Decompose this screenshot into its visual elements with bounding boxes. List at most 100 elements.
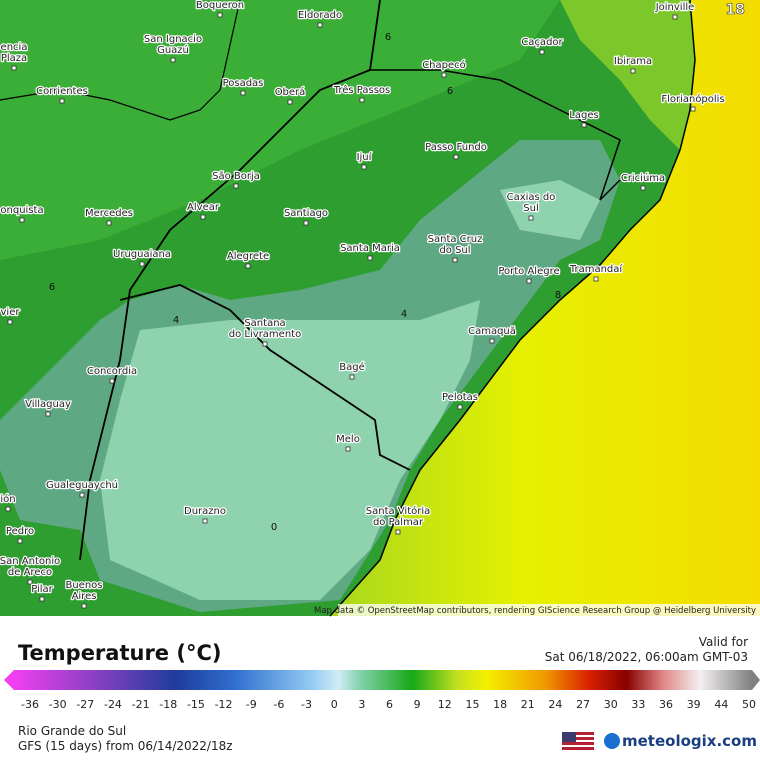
- city-label: Durazno: [184, 506, 226, 517]
- city-label: Três Passos: [333, 84, 391, 96]
- city-dot: [359, 97, 365, 103]
- city-label: Florianópolis: [661, 93, 724, 105]
- city-label: São Borja: [212, 171, 260, 182]
- city-dot: [17, 538, 23, 544]
- city-dot: [317, 22, 323, 28]
- city-dot: [5, 506, 11, 512]
- city-dot: [457, 404, 463, 410]
- city-label: Corrientes: [36, 86, 88, 97]
- city-label: Melo: [336, 434, 360, 445]
- city-dot: [81, 603, 87, 609]
- bar-arrow-left: [4, 670, 14, 690]
- city-label: onquista: [0, 205, 43, 216]
- city-dot: [106, 220, 112, 226]
- city-label: Oberá: [275, 86, 306, 98]
- legend-tick: -24: [104, 698, 122, 711]
- city-dot: [39, 596, 45, 602]
- city-dot: [79, 492, 85, 498]
- city-dot: [202, 518, 208, 524]
- legend-tick: 24: [548, 698, 562, 711]
- city-dot: [240, 90, 246, 96]
- city-dot: [640, 185, 646, 191]
- legend-tick: -18: [159, 698, 177, 711]
- city-label: Alvear: [187, 202, 220, 213]
- city-label: Caçador: [521, 37, 563, 48]
- city-dot: [453, 154, 459, 160]
- city-label: Concordia: [87, 366, 137, 377]
- legend-tick: 27: [576, 698, 590, 711]
- legend-tick: 15: [465, 698, 479, 711]
- city-dot: [109, 378, 115, 384]
- city-label: de Areco: [8, 567, 52, 578]
- contour-label: 6: [447, 86, 453, 97]
- legend-tick: 33: [631, 698, 645, 711]
- city-label: Tramandaí: [569, 263, 624, 275]
- city-dot: [217, 12, 223, 18]
- legend-title: Temperature (°C): [18, 641, 221, 665]
- city-dot: [526, 278, 532, 284]
- city-label: Uruguaiana: [113, 249, 171, 260]
- legend-tick: 18: [493, 698, 507, 711]
- city-label: Chapecó: [422, 59, 466, 71]
- color-bar: [14, 670, 752, 690]
- contour-label: 6: [385, 32, 391, 43]
- city-label: Camaquã: [468, 326, 516, 337]
- contour-label: 4: [401, 309, 407, 320]
- city-dot: [11, 65, 17, 71]
- city-dot: [45, 411, 51, 417]
- city-dot: [452, 257, 458, 263]
- logo-icon: [604, 733, 620, 749]
- legend-tick: 6: [386, 698, 393, 711]
- city-label: Porto Alegre: [498, 266, 559, 277]
- city-label: Santa Cruz: [428, 234, 483, 245]
- model-run: GFS (15 days) from 06/14/2022/18z: [18, 739, 233, 753]
- city-label: Santiago: [284, 208, 328, 219]
- city-label: Santana: [244, 318, 285, 329]
- city-dot: [287, 99, 293, 105]
- city-dot: [262, 341, 268, 347]
- city-label: vier: [1, 307, 21, 318]
- contour-label: 4: [173, 315, 179, 326]
- city-label: ión: [0, 493, 15, 505]
- city-label: Aires: [72, 591, 97, 602]
- city-dot: [200, 214, 206, 220]
- city-label: encia: [1, 42, 28, 53]
- city-label: Eldorado: [298, 10, 342, 21]
- city-dot: [233, 183, 239, 189]
- city-dot: [528, 215, 534, 221]
- frame-label: 18: [726, 2, 745, 18]
- city-dot: [303, 220, 309, 226]
- city-label: Ijuí: [357, 151, 373, 163]
- contour-label: 8: [555, 290, 561, 301]
- legend-tick: -30: [49, 698, 67, 711]
- legend-tick: 21: [521, 698, 535, 711]
- city-dot: [539, 49, 545, 55]
- city-label: Pelotas: [442, 392, 478, 403]
- legend-tick: 36: [659, 698, 673, 711]
- city-dot: [630, 68, 636, 74]
- city-label: Pilar: [31, 584, 53, 595]
- region: Rio Grande do Sul: [18, 724, 126, 738]
- city-dot: [170, 57, 176, 63]
- city-label: Santa Vitória: [366, 505, 431, 517]
- contour-label: 6: [49, 282, 55, 293]
- city-dot: [690, 106, 696, 112]
- city-dot: [581, 122, 587, 128]
- city-dot: [367, 255, 373, 261]
- contour-label: 0: [271, 522, 277, 533]
- city-dot: [395, 529, 401, 535]
- city-label: Bagé: [339, 361, 365, 373]
- legend-tick: 3: [358, 698, 365, 711]
- legend-tick: -15: [187, 698, 205, 711]
- legend-tick: -6: [273, 698, 284, 711]
- city-dot: [489, 338, 495, 344]
- city-label: Buenos: [65, 580, 102, 591]
- city-label: Mercedes: [85, 208, 133, 219]
- city-label: Caxias do: [507, 192, 556, 203]
- city-label: Gualeguaychú: [46, 479, 118, 491]
- city-dot: [59, 98, 65, 104]
- city-label: Alegrete: [227, 251, 269, 262]
- city-dot: [593, 276, 599, 282]
